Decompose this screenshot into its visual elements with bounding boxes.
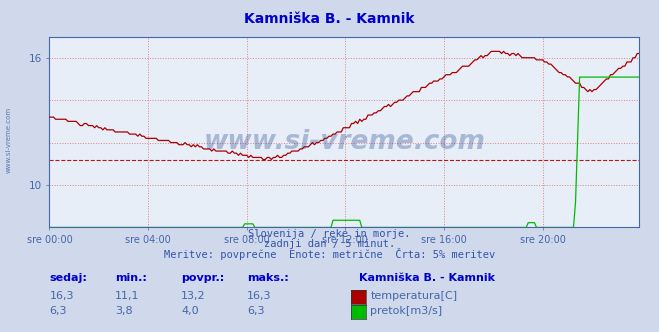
- Text: 6,3: 6,3: [247, 306, 265, 316]
- Text: 16,3: 16,3: [247, 291, 272, 301]
- Text: 13,2: 13,2: [181, 291, 206, 301]
- Text: 11,1: 11,1: [115, 291, 140, 301]
- Text: min.:: min.:: [115, 273, 147, 283]
- Text: zadnji dan / 5 minut.: zadnji dan / 5 minut.: [264, 239, 395, 249]
- Text: maks.:: maks.:: [247, 273, 289, 283]
- Text: 3,8: 3,8: [115, 306, 133, 316]
- Text: Meritve: povprečne  Enote: metrične  Črta: 5% meritev: Meritve: povprečne Enote: metrične Črta:…: [164, 248, 495, 260]
- Text: Kamniška B. - Kamnik: Kamniška B. - Kamnik: [244, 12, 415, 26]
- Text: 4,0: 4,0: [181, 306, 199, 316]
- Text: Slovenija / reke in morje.: Slovenija / reke in morje.: [248, 229, 411, 239]
- Text: 16,3: 16,3: [49, 291, 74, 301]
- Text: temperatura[C]: temperatura[C]: [370, 291, 457, 301]
- Text: www.si-vreme.com: www.si-vreme.com: [204, 128, 485, 154]
- Text: www.si-vreme.com: www.si-vreme.com: [5, 106, 12, 173]
- Text: sedaj:: sedaj:: [49, 273, 87, 283]
- Text: povpr.:: povpr.:: [181, 273, 225, 283]
- Text: 6,3: 6,3: [49, 306, 67, 316]
- Text: Kamniška B. - Kamnik: Kamniška B. - Kamnik: [359, 273, 495, 283]
- Text: pretok[m3/s]: pretok[m3/s]: [370, 306, 442, 316]
